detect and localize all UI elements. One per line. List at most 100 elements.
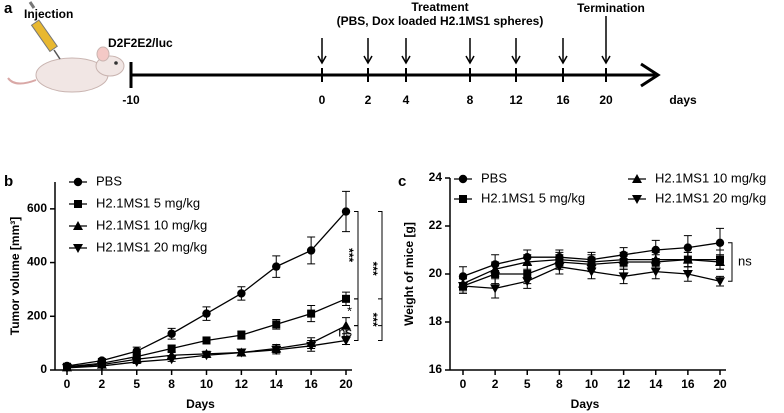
timeline-tick-label: 16	[556, 93, 570, 107]
termination-label: Termination	[577, 1, 645, 15]
marker	[271, 345, 282, 355]
x-tick-label: 20	[713, 377, 727, 391]
x-tick-label: 14	[649, 377, 663, 391]
timeline-tick-label: -10	[122, 93, 140, 107]
treatment-arrowhead	[317, 55, 327, 65]
marker	[458, 282, 468, 291]
x-tick-label: 2	[492, 377, 499, 391]
timeline-unit: days	[669, 93, 697, 107]
marker	[490, 284, 501, 294]
treatment-arrowhead	[363, 55, 373, 65]
x-tick-label: 5	[524, 377, 531, 391]
treatment-label: Treatment	[411, 0, 468, 14]
timeline-tick-label: 2	[365, 93, 372, 107]
y-tick-label: 400	[27, 255, 47, 269]
x-tick-label: 8	[556, 377, 563, 391]
marker	[586, 257, 597, 266]
legend-label: H2.1MS1 20 mg/kg	[655, 190, 766, 205]
legend-label: PBS	[481, 170, 507, 185]
marker	[490, 264, 501, 274]
significance-label: ***	[366, 262, 380, 276]
x-tick-label: 0	[64, 377, 71, 391]
x-tick-label: 10	[585, 377, 599, 391]
legend-label: H2.1MS1 5 mg/kg	[96, 195, 200, 210]
timeline-arrowhead	[640, 62, 661, 88]
x-tick-label: 5	[133, 377, 140, 391]
x-axis-label: Days	[571, 397, 600, 411]
legend-label: H2.1MS1 10 mg/kg	[655, 170, 766, 185]
y-tick-label: 16	[429, 362, 443, 376]
legend-label: H2.1MS1 5 mg/kg	[481, 190, 585, 205]
panel-label: c	[398, 173, 406, 190]
marker	[341, 207, 351, 216]
marker	[96, 361, 107, 371]
marker	[306, 341, 317, 351]
marker	[618, 254, 629, 264]
timeline-tick-label: 4	[403, 93, 410, 107]
mouse-illustration	[7, 1, 125, 93]
significance-label: ns	[738, 253, 752, 268]
marker	[62, 363, 72, 373]
marker	[236, 348, 247, 358]
marker	[237, 289, 246, 298]
significance-bracket	[378, 298, 383, 341]
legend-marker	[458, 174, 468, 184]
y-axis-label: Weight of mice [g]	[402, 222, 416, 326]
treatment-arrowhead	[465, 55, 475, 65]
panel-label: b	[4, 173, 13, 190]
marker	[682, 254, 693, 264]
marker	[522, 277, 533, 287]
legend-marker	[459, 195, 467, 203]
marker	[167, 329, 176, 338]
marker	[131, 357, 142, 367]
y-tick-label: 18	[429, 314, 443, 328]
significance-bracket	[354, 298, 359, 327]
marker	[650, 254, 661, 264]
y-tick-label: 22	[429, 218, 443, 232]
legend-marker	[632, 195, 642, 204]
cell-line-label: D2F2E2/luc	[108, 36, 173, 50]
panel-label: a	[4, 0, 13, 17]
marker	[272, 320, 281, 329]
y-tick-label: 600	[27, 201, 47, 215]
marker	[682, 270, 693, 279]
treatment-arrowhead	[511, 55, 521, 65]
treatment-arrowhead	[601, 55, 611, 65]
treatment-arrowhead	[558, 55, 568, 65]
marker	[618, 272, 629, 282]
significance-bracket	[728, 242, 733, 282]
legend-label: PBS	[96, 173, 122, 188]
legend-marker	[73, 221, 83, 230]
timeline-tick-label: 0	[319, 93, 326, 107]
marker	[586, 267, 597, 277]
y-tick-label: 200	[27, 308, 47, 322]
marker	[307, 309, 316, 318]
timeline-tick-label: 12	[509, 93, 523, 107]
marker	[201, 351, 212, 361]
marker	[522, 257, 533, 266]
x-tick-label: 14	[270, 377, 284, 391]
marker	[683, 243, 693, 252]
significance-label: ***	[366, 313, 380, 327]
legend-marker	[73, 244, 83, 253]
x-tick-label: 16	[681, 377, 695, 391]
marker	[342, 294, 350, 303]
significance-bracket	[354, 325, 359, 341]
y-axis-label: Tumor volume [mm³]	[8, 217, 22, 335]
significance-label: *	[347, 304, 352, 319]
marker	[650, 267, 661, 277]
timeline-tick-label: 20	[599, 93, 613, 107]
marker	[202, 309, 211, 318]
x-tick-label: 12	[617, 377, 631, 391]
marker	[237, 331, 246, 340]
treatment-detail: (PBS, Dox loaded H2.1MS1 spheres)	[337, 14, 544, 28]
marker	[715, 277, 725, 287]
x-tick-label: 2	[99, 377, 106, 391]
legend-label: H2.1MS1 10 mg/kg	[96, 217, 207, 232]
marker	[341, 336, 351, 346]
marker	[167, 344, 176, 353]
marker	[715, 238, 725, 247]
marker	[166, 355, 177, 365]
marker	[341, 320, 351, 330]
